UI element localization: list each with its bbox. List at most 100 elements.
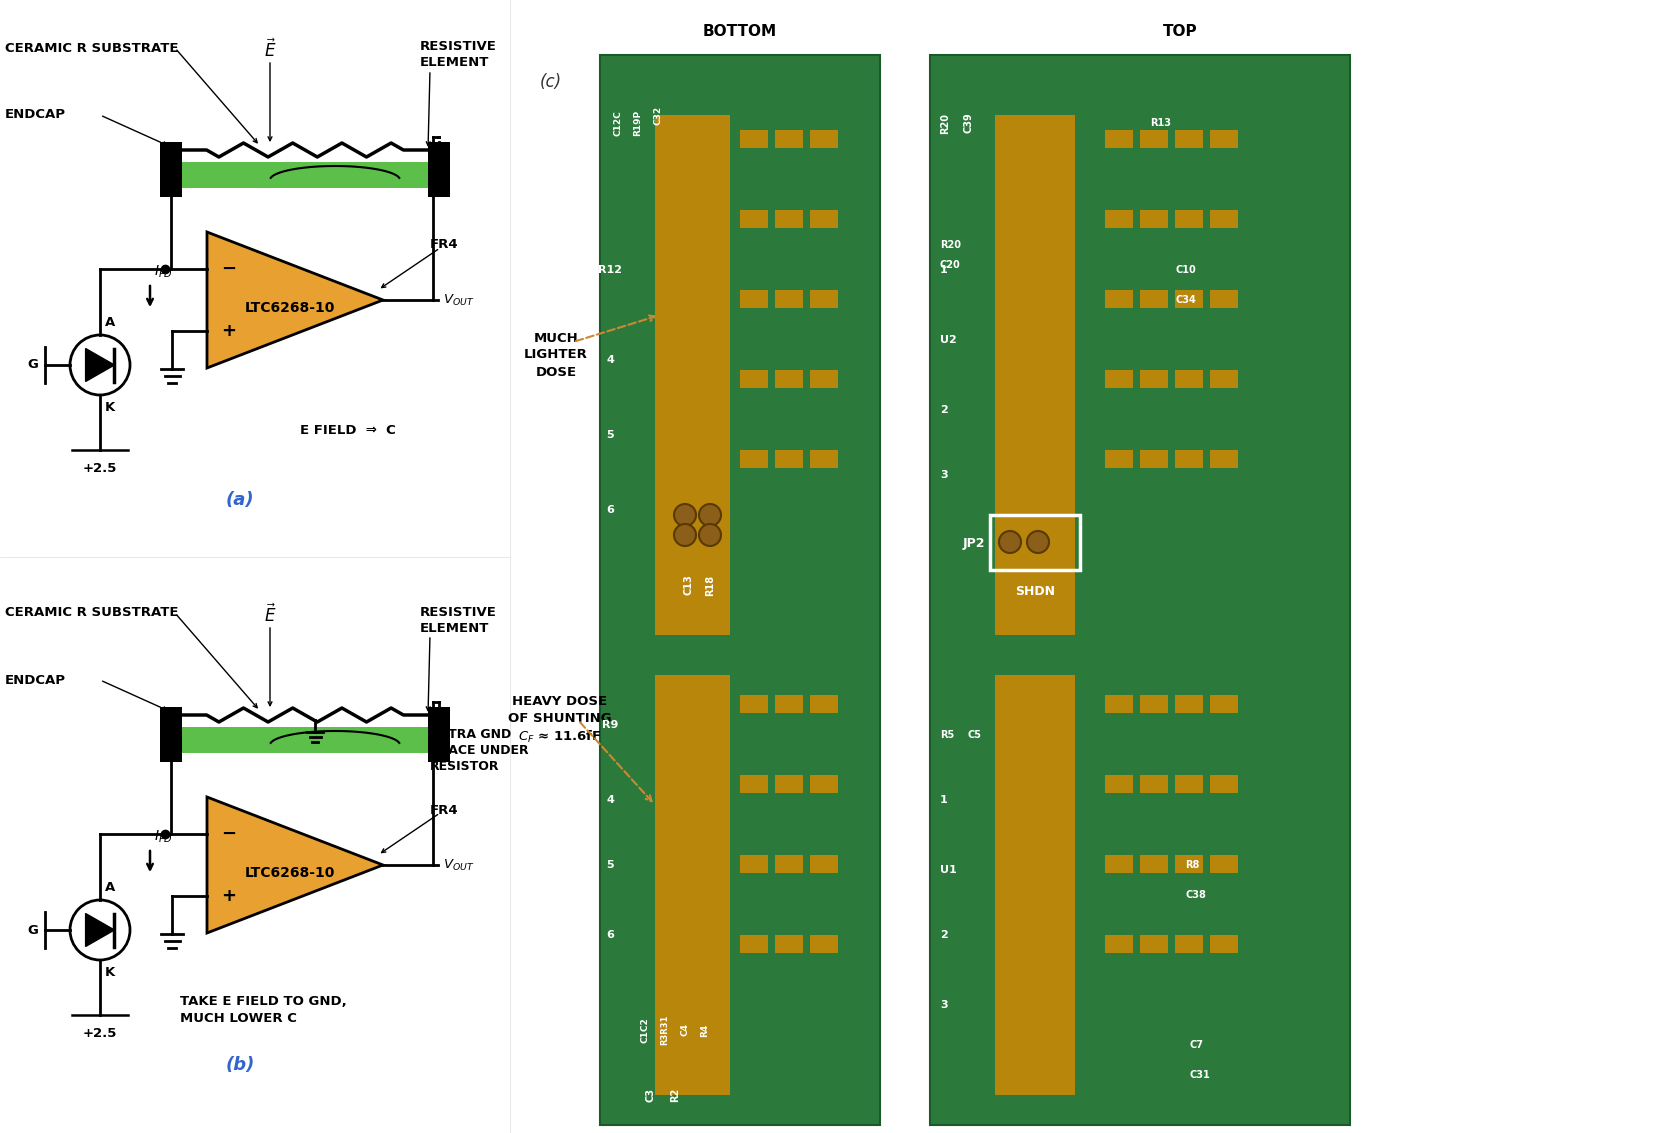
Bar <box>810 130 837 148</box>
Text: G: G <box>27 358 38 372</box>
Bar <box>810 370 837 387</box>
Text: RESISTIVE
ELEMENT: RESISTIVE ELEMENT <box>419 605 496 634</box>
Text: C4: C4 <box>680 1023 690 1037</box>
Polygon shape <box>85 349 114 382</box>
Circle shape <box>1028 531 1049 553</box>
Text: A: A <box>105 316 115 329</box>
Bar <box>160 707 182 763</box>
Text: R18: R18 <box>705 574 715 596</box>
Bar <box>740 370 769 387</box>
Text: BOTTOM: BOTTOM <box>703 25 777 40</box>
Bar <box>428 142 449 197</box>
Text: 1: 1 <box>941 795 947 806</box>
Bar <box>1105 210 1133 228</box>
Text: 4: 4 <box>607 795 613 806</box>
Bar <box>740 775 769 793</box>
Bar <box>1175 210 1203 228</box>
Text: TAKE E FIELD TO GND,
MUCH LOWER C: TAKE E FIELD TO GND, MUCH LOWER C <box>180 995 348 1025</box>
Bar <box>1140 290 1168 308</box>
Bar <box>810 775 837 793</box>
Text: (c): (c) <box>540 73 561 91</box>
Bar <box>740 290 769 308</box>
Text: RESISTIVE
ELEMENT: RESISTIVE ELEMENT <box>419 41 496 69</box>
Bar <box>1105 130 1133 148</box>
Text: $\vec{E}$: $\vec{E}$ <box>264 604 276 627</box>
Text: R4: R4 <box>700 1023 710 1037</box>
Text: 3: 3 <box>941 470 947 480</box>
Text: MUCH
LIGHTER
DOSE: MUCH LIGHTER DOSE <box>525 332 588 378</box>
Text: 1: 1 <box>941 265 947 275</box>
Text: 3: 3 <box>941 1000 947 1010</box>
Text: R3R31: R3R31 <box>660 1015 670 1045</box>
Text: $V_{OUT}$: $V_{OUT}$ <box>443 858 475 872</box>
Text: C31: C31 <box>1190 1070 1211 1080</box>
Text: +: + <box>221 322 236 340</box>
Text: C39: C39 <box>962 112 973 134</box>
Bar <box>1105 775 1133 793</box>
Text: 6: 6 <box>607 505 613 516</box>
Text: ENDCAP: ENDCAP <box>5 109 65 121</box>
Bar <box>1105 370 1133 387</box>
Bar <box>1175 130 1203 148</box>
Text: 6: 6 <box>607 930 613 940</box>
Bar <box>810 290 837 308</box>
Bar <box>160 142 182 197</box>
Bar <box>931 56 1350 1125</box>
Text: $\vec{E}$: $\vec{E}$ <box>264 39 276 61</box>
Text: LTC6268-10: LTC6268-10 <box>246 301 336 315</box>
Bar <box>775 935 804 953</box>
Bar <box>1175 290 1203 308</box>
Text: U2: U2 <box>941 335 957 346</box>
Bar <box>775 855 804 874</box>
Text: U1: U1 <box>941 864 957 875</box>
Polygon shape <box>207 232 383 368</box>
Text: EXTRA GND
TRACE UNDER
RESISTOR: EXTRA GND TRACE UNDER RESISTOR <box>429 727 528 773</box>
Text: SHDN: SHDN <box>1014 585 1054 598</box>
Text: (b): (b) <box>226 1056 254 1074</box>
Bar <box>994 675 1074 1094</box>
Bar <box>428 707 449 763</box>
Text: R2: R2 <box>670 1088 680 1102</box>
Text: R5: R5 <box>941 730 954 740</box>
Text: C3: C3 <box>645 1088 655 1102</box>
Text: C12C: C12C <box>613 110 623 136</box>
Bar <box>1175 450 1203 468</box>
Bar <box>810 450 837 468</box>
Text: K: K <box>105 401 115 414</box>
Text: 2: 2 <box>941 404 947 415</box>
Bar <box>1210 775 1238 793</box>
Bar <box>775 370 804 387</box>
Bar <box>1210 450 1238 468</box>
Bar <box>160 727 449 753</box>
Bar <box>810 695 837 713</box>
Bar <box>1140 450 1168 468</box>
Bar <box>1140 370 1168 387</box>
Bar <box>1140 935 1168 953</box>
Bar <box>740 935 769 953</box>
Text: K: K <box>105 966 115 979</box>
Bar <box>160 162 449 188</box>
Bar <box>775 290 804 308</box>
Bar <box>1210 370 1238 387</box>
Bar <box>1210 935 1238 953</box>
Text: JP2: JP2 <box>962 537 984 550</box>
Bar <box>1140 695 1168 713</box>
Bar <box>775 130 804 148</box>
Bar <box>740 210 769 228</box>
Bar <box>1105 290 1133 308</box>
Bar <box>655 116 730 634</box>
Text: CERAMIC R SUBSTRATE: CERAMIC R SUBSTRATE <box>5 606 179 620</box>
Bar <box>810 935 837 953</box>
Bar <box>1210 695 1238 713</box>
Circle shape <box>698 504 720 526</box>
Bar <box>740 855 769 874</box>
Bar <box>1105 695 1133 713</box>
Circle shape <box>999 531 1021 553</box>
Bar <box>810 855 837 874</box>
Text: −: − <box>221 826 236 843</box>
Bar <box>1140 855 1168 874</box>
Bar <box>775 450 804 468</box>
Text: ENDCAP: ENDCAP <box>5 673 65 687</box>
Text: C34: C34 <box>1175 295 1196 305</box>
Bar <box>1210 855 1238 874</box>
